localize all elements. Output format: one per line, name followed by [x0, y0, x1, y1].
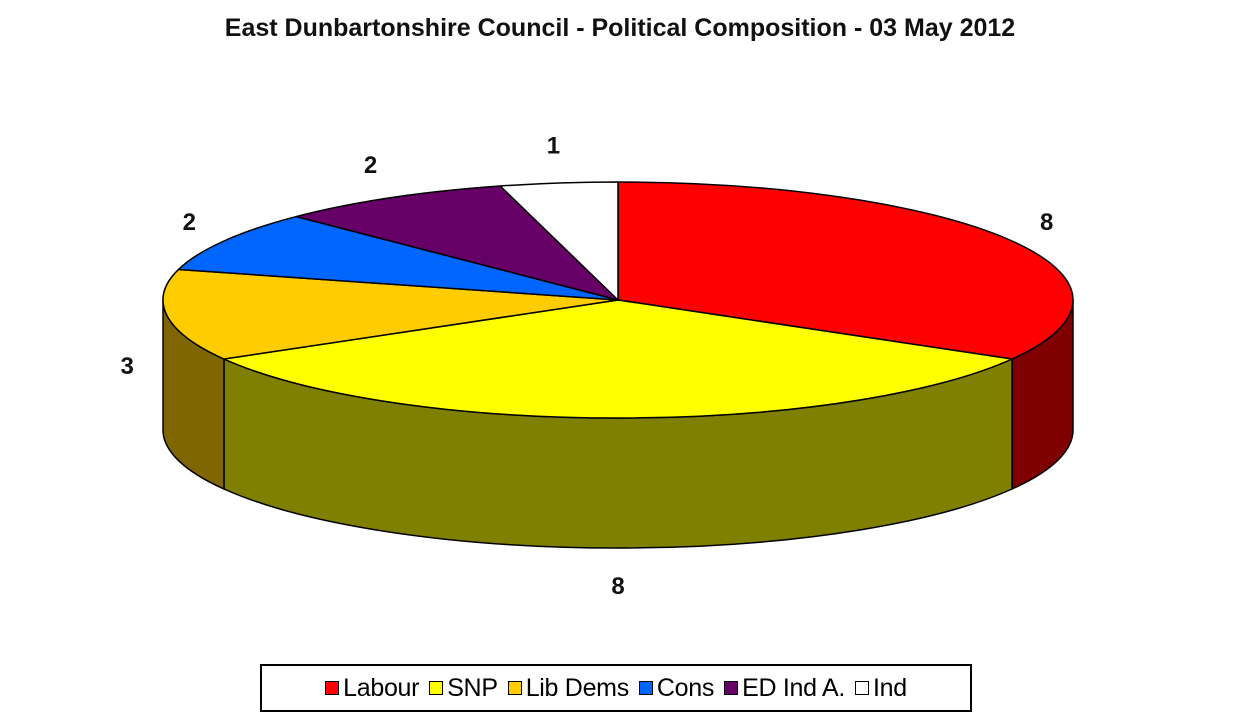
legend: Labour SNP Lib Dems Cons ED Ind A. Ind: [260, 664, 972, 712]
pie-slice-cons: [177, 215, 619, 301]
pie-chart: 8 8 3 2 2 1: [121, 132, 1074, 600]
legend-item-labour: Labour: [325, 674, 419, 703]
slice-value-label-snp: 8: [611, 573, 624, 600]
pie-slice-snp: [223, 299, 1013, 419]
slice-value-label-cons: 2: [183, 209, 196, 236]
legend-item-snp: SNP: [429, 674, 498, 703]
slice-value-label-labour: 8: [1040, 209, 1053, 236]
legend-label: SNP: [447, 673, 498, 702]
pie-slice-labour: [617, 181, 1074, 360]
legend-item-ind: Ind: [855, 674, 907, 703]
legend-swatch: [429, 681, 444, 695]
legend-item-ed-ind-a: ED Ind A.: [724, 674, 845, 703]
legend-swatch: [325, 681, 340, 695]
chart-title: East Dunbartonshire Council - Political …: [224, 14, 1016, 42]
legend-swatch: [855, 681, 869, 695]
pie-sides: [162, 299, 1074, 549]
pie-labels: 8 8 3 2 2 1: [121, 132, 1054, 600]
pie-tops: [162, 181, 1074, 419]
slice-value-label-ind: 1: [547, 132, 560, 159]
pie-slice-lib-dems: [162, 268, 619, 360]
pie-slice-ed-ind-a: [295, 185, 619, 301]
legend-label: Cons: [656, 673, 715, 702]
slice-value-label-lib-dems: 3: [121, 353, 134, 380]
legend-label: ED Ind A.: [742, 673, 845, 702]
legend-label: Ind: [873, 673, 907, 702]
pie-slice-ind: [499, 181, 619, 301]
legend-swatch: [724, 681, 739, 695]
legend-swatch: [638, 681, 653, 695]
legend-item-lib-dems: Lib Dems: [507, 673, 630, 703]
legend-swatch: [507, 681, 522, 695]
legend-label: Lib Dems: [525, 673, 630, 702]
legend-label: Labour: [343, 673, 420, 702]
slice-value-label-ed-ind-a: 2: [364, 152, 377, 179]
legend-item-cons: Cons: [638, 673, 715, 703]
